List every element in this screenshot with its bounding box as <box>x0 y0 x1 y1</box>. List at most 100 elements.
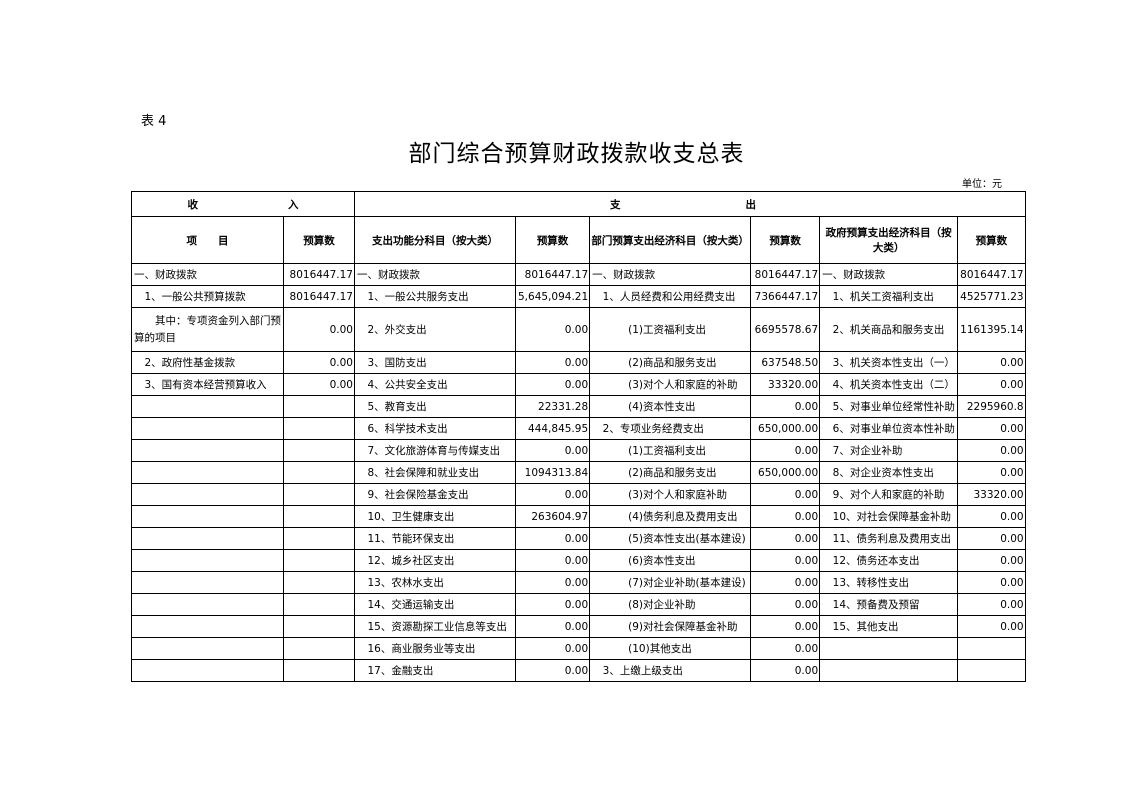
item-cell: 3、上缴上级支出 <box>589 659 752 682</box>
amount-cell: 0.00 <box>957 527 1026 550</box>
amount-cell: 0.00 <box>514 615 591 638</box>
item-cell <box>131 571 284 594</box>
amount-cell: 263604.97 <box>514 505 591 528</box>
item-cell <box>819 637 959 660</box>
amount-cell <box>283 417 355 440</box>
amount-cell: 0.00 <box>750 659 821 682</box>
item-cell: 2、政府性基金拨款 <box>131 351 284 374</box>
amount-cell <box>283 637 355 660</box>
amount-cell: 8016447.17 <box>283 263 355 286</box>
amount-cell: 7366447.17 <box>750 285 821 308</box>
item-cell: 11、债务利息及费用支出 <box>819 527 959 550</box>
amount-cell: 0.00 <box>750 593 821 616</box>
expense-header: 支出 <box>354 191 1026 217</box>
item-cell <box>819 659 959 682</box>
amount-cell: 0.00 <box>957 461 1026 484</box>
item-cell: 14、交通运输支出 <box>354 593 516 616</box>
item-cell: 2、外交支出 <box>354 307 516 352</box>
item-cell: 其中：专项资金列入部门预算的项目 <box>131 307 284 352</box>
amount-cell <box>957 637 1026 660</box>
item-cell <box>131 615 284 638</box>
item-cell: 8、社会保障和就业支出 <box>354 461 516 484</box>
item-cell <box>131 637 284 660</box>
item-cell: 7、对企业补助 <box>819 439 959 462</box>
amount-cell: 0.00 <box>514 527 591 550</box>
amount-cell <box>283 549 355 572</box>
table-row: 13、农林水支出 0.00 (7)对企业补助(基本建设) 0.00 13、转移性支出 0… <box>131 571 1026 594</box>
amount-cell <box>957 659 1026 682</box>
table-row: 17、金融支出 0.00 3、上缴上级支出 0.00 <box>131 659 1026 682</box>
amount-cell: 0.00 <box>750 527 821 550</box>
amount-cell: 22331.28 <box>514 395 591 418</box>
table-row: 16、商业服务业等支出 0.00 (10)其他支出 0.00 <box>131 637 1026 660</box>
table-row: 1、一般公共预算拨款 8016447.17 1、一般公共服务支出 5,645,094… <box>131 285 1026 308</box>
amount-cell: 0.00 <box>514 659 591 682</box>
amount-cell: 0.00 <box>283 307 355 352</box>
item-cell: 13、农林水支出 <box>354 571 516 594</box>
item-cell: 16、商业服务业等支出 <box>354 637 516 660</box>
item-cell: 5、教育支出 <box>354 395 516 418</box>
amount-cell: 0.00 <box>957 571 1026 594</box>
item-cell <box>131 439 284 462</box>
amount-cell: 0.00 <box>750 637 821 660</box>
item-cell <box>131 395 284 418</box>
expense-char: 出 <box>745 198 757 211</box>
column-header-row: 项 目预算数 支出功能分科目（按大类） 预算数 部门预算支出经济科目（按大类） 预算数政… <box>131 216 1026 264</box>
amount-cell: 33320.00 <box>750 373 821 396</box>
amount-cell: 0.00 <box>957 417 1026 440</box>
item-cell <box>131 417 284 440</box>
amount-cell: 2295960.8 <box>957 395 1026 418</box>
amount-cell: 0.00 <box>957 439 1026 462</box>
item-cell: (3)对个人和家庭补助 <box>589 483 752 506</box>
item-cell: 17、金融支出 <box>354 659 516 682</box>
item-cell: 12、城乡社区支出 <box>354 549 516 572</box>
amount-cell: 0.00 <box>514 373 591 396</box>
table-row: 15、资源勘探工业信息等支出 0.00 (9)对社会保障基金补助 0.00 15、其他… <box>131 615 1026 638</box>
table-row: 14、交通运输支出 0.00 (8)对企业补助 0.00 14、预备费及预留 0.00 <box>131 593 1026 616</box>
amount-cell <box>283 659 355 682</box>
amount-cell: 0.00 <box>750 483 821 506</box>
amount-cell: 0.00 <box>957 505 1026 528</box>
amount-cell: 8016447.17 <box>750 263 821 286</box>
expense-char: 支 <box>610 198 621 211</box>
item-cell: (5)资本性支出(基本建设) <box>589 527 752 550</box>
item-cell: 11、节能环保支出 <box>354 527 516 550</box>
item-cell: 15、其他支出 <box>819 615 959 638</box>
amount-cell: 0.00 <box>514 549 591 572</box>
amount-cell: 6695578.67 <box>750 307 821 352</box>
amount-cell: 0.00 <box>750 549 821 572</box>
amount-cell <box>283 505 355 528</box>
amount-cell: 0.00 <box>514 637 591 660</box>
table-row: 11、节能环保支出 0.00 (5)资本性支出(基本建设) 0.00 11、债务利息及… <box>131 527 1026 550</box>
amount-cell: 1094313.84 <box>514 461 591 484</box>
item-cell: 1、一般公共预算拨款 <box>131 285 284 308</box>
item-cell: 13、转移性支出 <box>819 571 959 594</box>
item-cell: (7)对企业补助(基本建设) <box>589 571 752 594</box>
amount-cell: 0.00 <box>514 307 591 352</box>
amount-cell: 650,000.00 <box>750 461 821 484</box>
amount-cell <box>283 571 355 594</box>
income-header: 收入 <box>131 191 355 217</box>
item-cell: (6)资本性支出 <box>589 549 752 572</box>
amount-cell: 0.00 <box>750 571 821 594</box>
table-row: 5、教育支出 22331.28 (4)资本性支出 0.00 5、对事业单位经常性补助 2… <box>131 395 1026 418</box>
table-row: 其中：专项资金列入部门预算的项目 0.00 2、外交支出 0.00 (1)工资福利支出… <box>131 307 1026 352</box>
column-header: 预算数 <box>957 216 1026 264</box>
amount-cell: 0.00 <box>957 615 1026 638</box>
item-cell <box>131 505 284 528</box>
amount-cell <box>283 615 355 638</box>
table-label: 表 4 <box>141 114 167 129</box>
amount-cell: 8016447.17 <box>283 285 355 308</box>
item-cell: 14、预备费及预留 <box>819 593 959 616</box>
unit-label: 单位：元 <box>962 179 1002 190</box>
item-cell: 7、文化旅游体育与传媒支出 <box>354 439 516 462</box>
item-cell <box>131 549 284 572</box>
item-cell <box>131 527 284 550</box>
amount-cell: 5,645,094.21 <box>514 285 591 308</box>
item-cell: 12、债务还本支出 <box>819 549 959 572</box>
item-cell: 一、财政拨款 <box>354 263 516 286</box>
amount-cell: 0.00 <box>514 439 591 462</box>
amount-cell <box>283 483 355 506</box>
amount-cell: 8016447.17 <box>514 263 591 286</box>
table-row: 2、政府性基金拨款 0.00 3、国防支出 0.00 (2)商品和服务支出 637548… <box>131 351 1026 374</box>
